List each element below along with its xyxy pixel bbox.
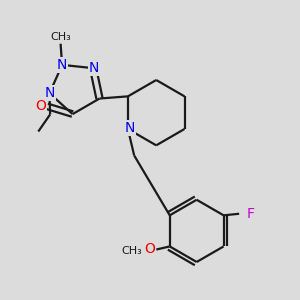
Text: N: N xyxy=(124,122,135,135)
Text: O: O xyxy=(144,242,155,256)
Text: N: N xyxy=(89,61,100,75)
Text: N: N xyxy=(44,86,55,100)
Text: CH₃: CH₃ xyxy=(122,246,142,256)
Text: F: F xyxy=(246,207,254,221)
Text: N: N xyxy=(57,58,67,72)
Text: CH₃: CH₃ xyxy=(50,32,71,42)
Text: O: O xyxy=(35,99,46,113)
